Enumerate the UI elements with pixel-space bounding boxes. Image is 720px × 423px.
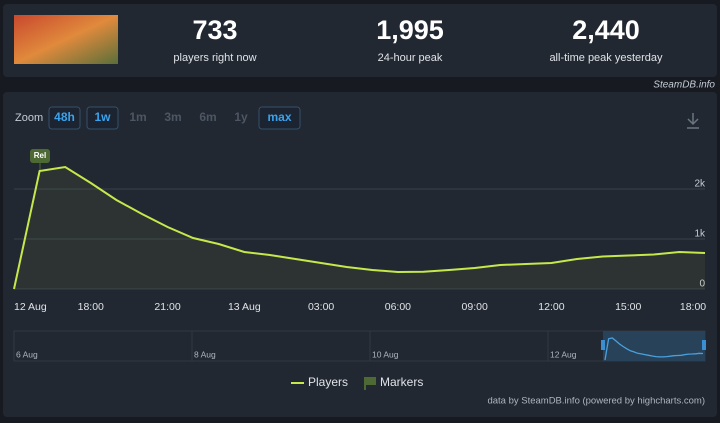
zoom-button[interactable] bbox=[86, 106, 119, 130]
x-tick-label: 15:00 bbox=[615, 301, 641, 313]
y-tick-label: 2k bbox=[694, 179, 706, 190]
x-tick-label: 12 Aug bbox=[14, 301, 47, 313]
stat-value: 733 bbox=[192, 15, 237, 45]
stat-value: 2,440 bbox=[572, 15, 640, 45]
game-image bbox=[14, 15, 118, 64]
stats-panel bbox=[3, 4, 717, 77]
stat-value: 1,995 bbox=[376, 15, 444, 45]
chart-panel bbox=[3, 92, 717, 417]
x-tick-label: 12:00 bbox=[538, 301, 564, 313]
zoom-button-label[interactable]: 3m bbox=[164, 110, 181, 124]
navigator-handle[interactable] bbox=[601, 340, 605, 350]
navigator-line bbox=[604, 337, 704, 361]
navigator-label: 6 Aug bbox=[16, 349, 38, 359]
zoom-button-label[interactable]: 1m bbox=[129, 110, 146, 124]
x-tick-label: 13 Aug bbox=[228, 301, 261, 313]
zoom-label: Zoom bbox=[15, 112, 43, 124]
x-tick-label: 18:00 bbox=[78, 301, 104, 313]
zoom-button-label[interactable]: 1w bbox=[94, 110, 111, 124]
x-tick-label: 09:00 bbox=[462, 301, 488, 313]
zoom-button-label[interactable]: 48h bbox=[54, 110, 75, 124]
x-tick-label: 21:00 bbox=[154, 301, 180, 313]
zoom-button-label[interactable]: 1y bbox=[234, 110, 248, 124]
area bbox=[14, 167, 705, 289]
zoom-button[interactable] bbox=[48, 106, 81, 130]
download-icon[interactable] bbox=[687, 113, 699, 129]
x-tick-label: 03:00 bbox=[308, 301, 334, 313]
navigator-label: 10 Aug bbox=[372, 349, 399, 359]
zoom-button-label[interactable]: max bbox=[267, 110, 291, 124]
y-tick-label: 0 bbox=[699, 279, 705, 290]
navigator-handle[interactable] bbox=[702, 340, 706, 350]
annotation: Rel bbox=[34, 151, 46, 160]
navigator-label: 8 Aug bbox=[194, 349, 216, 359]
x-tick-label: 06:00 bbox=[385, 301, 411, 313]
zoom-button-label[interactable]: 6m bbox=[199, 110, 216, 124]
line bbox=[13, 165, 706, 290]
legend-label[interactable]: Players bbox=[308, 375, 348, 389]
stat-label: all-time peak yesterday bbox=[549, 52, 663, 64]
stat-label: players right now bbox=[173, 52, 256, 64]
credits: data by SteamDB.info (powered by highcha… bbox=[487, 396, 705, 407]
stat-label: 24-hour peak bbox=[378, 52, 443, 64]
source: SteamDB.info bbox=[653, 80, 715, 91]
legend-label[interactable]: Markers bbox=[380, 375, 423, 389]
zoom-button[interactable] bbox=[258, 106, 301, 130]
release-marker: Rel bbox=[30, 149, 50, 171]
x-tick-label: 18:00 bbox=[680, 301, 706, 313]
legend-marker-icon bbox=[364, 377, 376, 390]
navigator-label: 12 Aug bbox=[550, 349, 577, 359]
y-tick-label: 1k bbox=[694, 229, 706, 240]
